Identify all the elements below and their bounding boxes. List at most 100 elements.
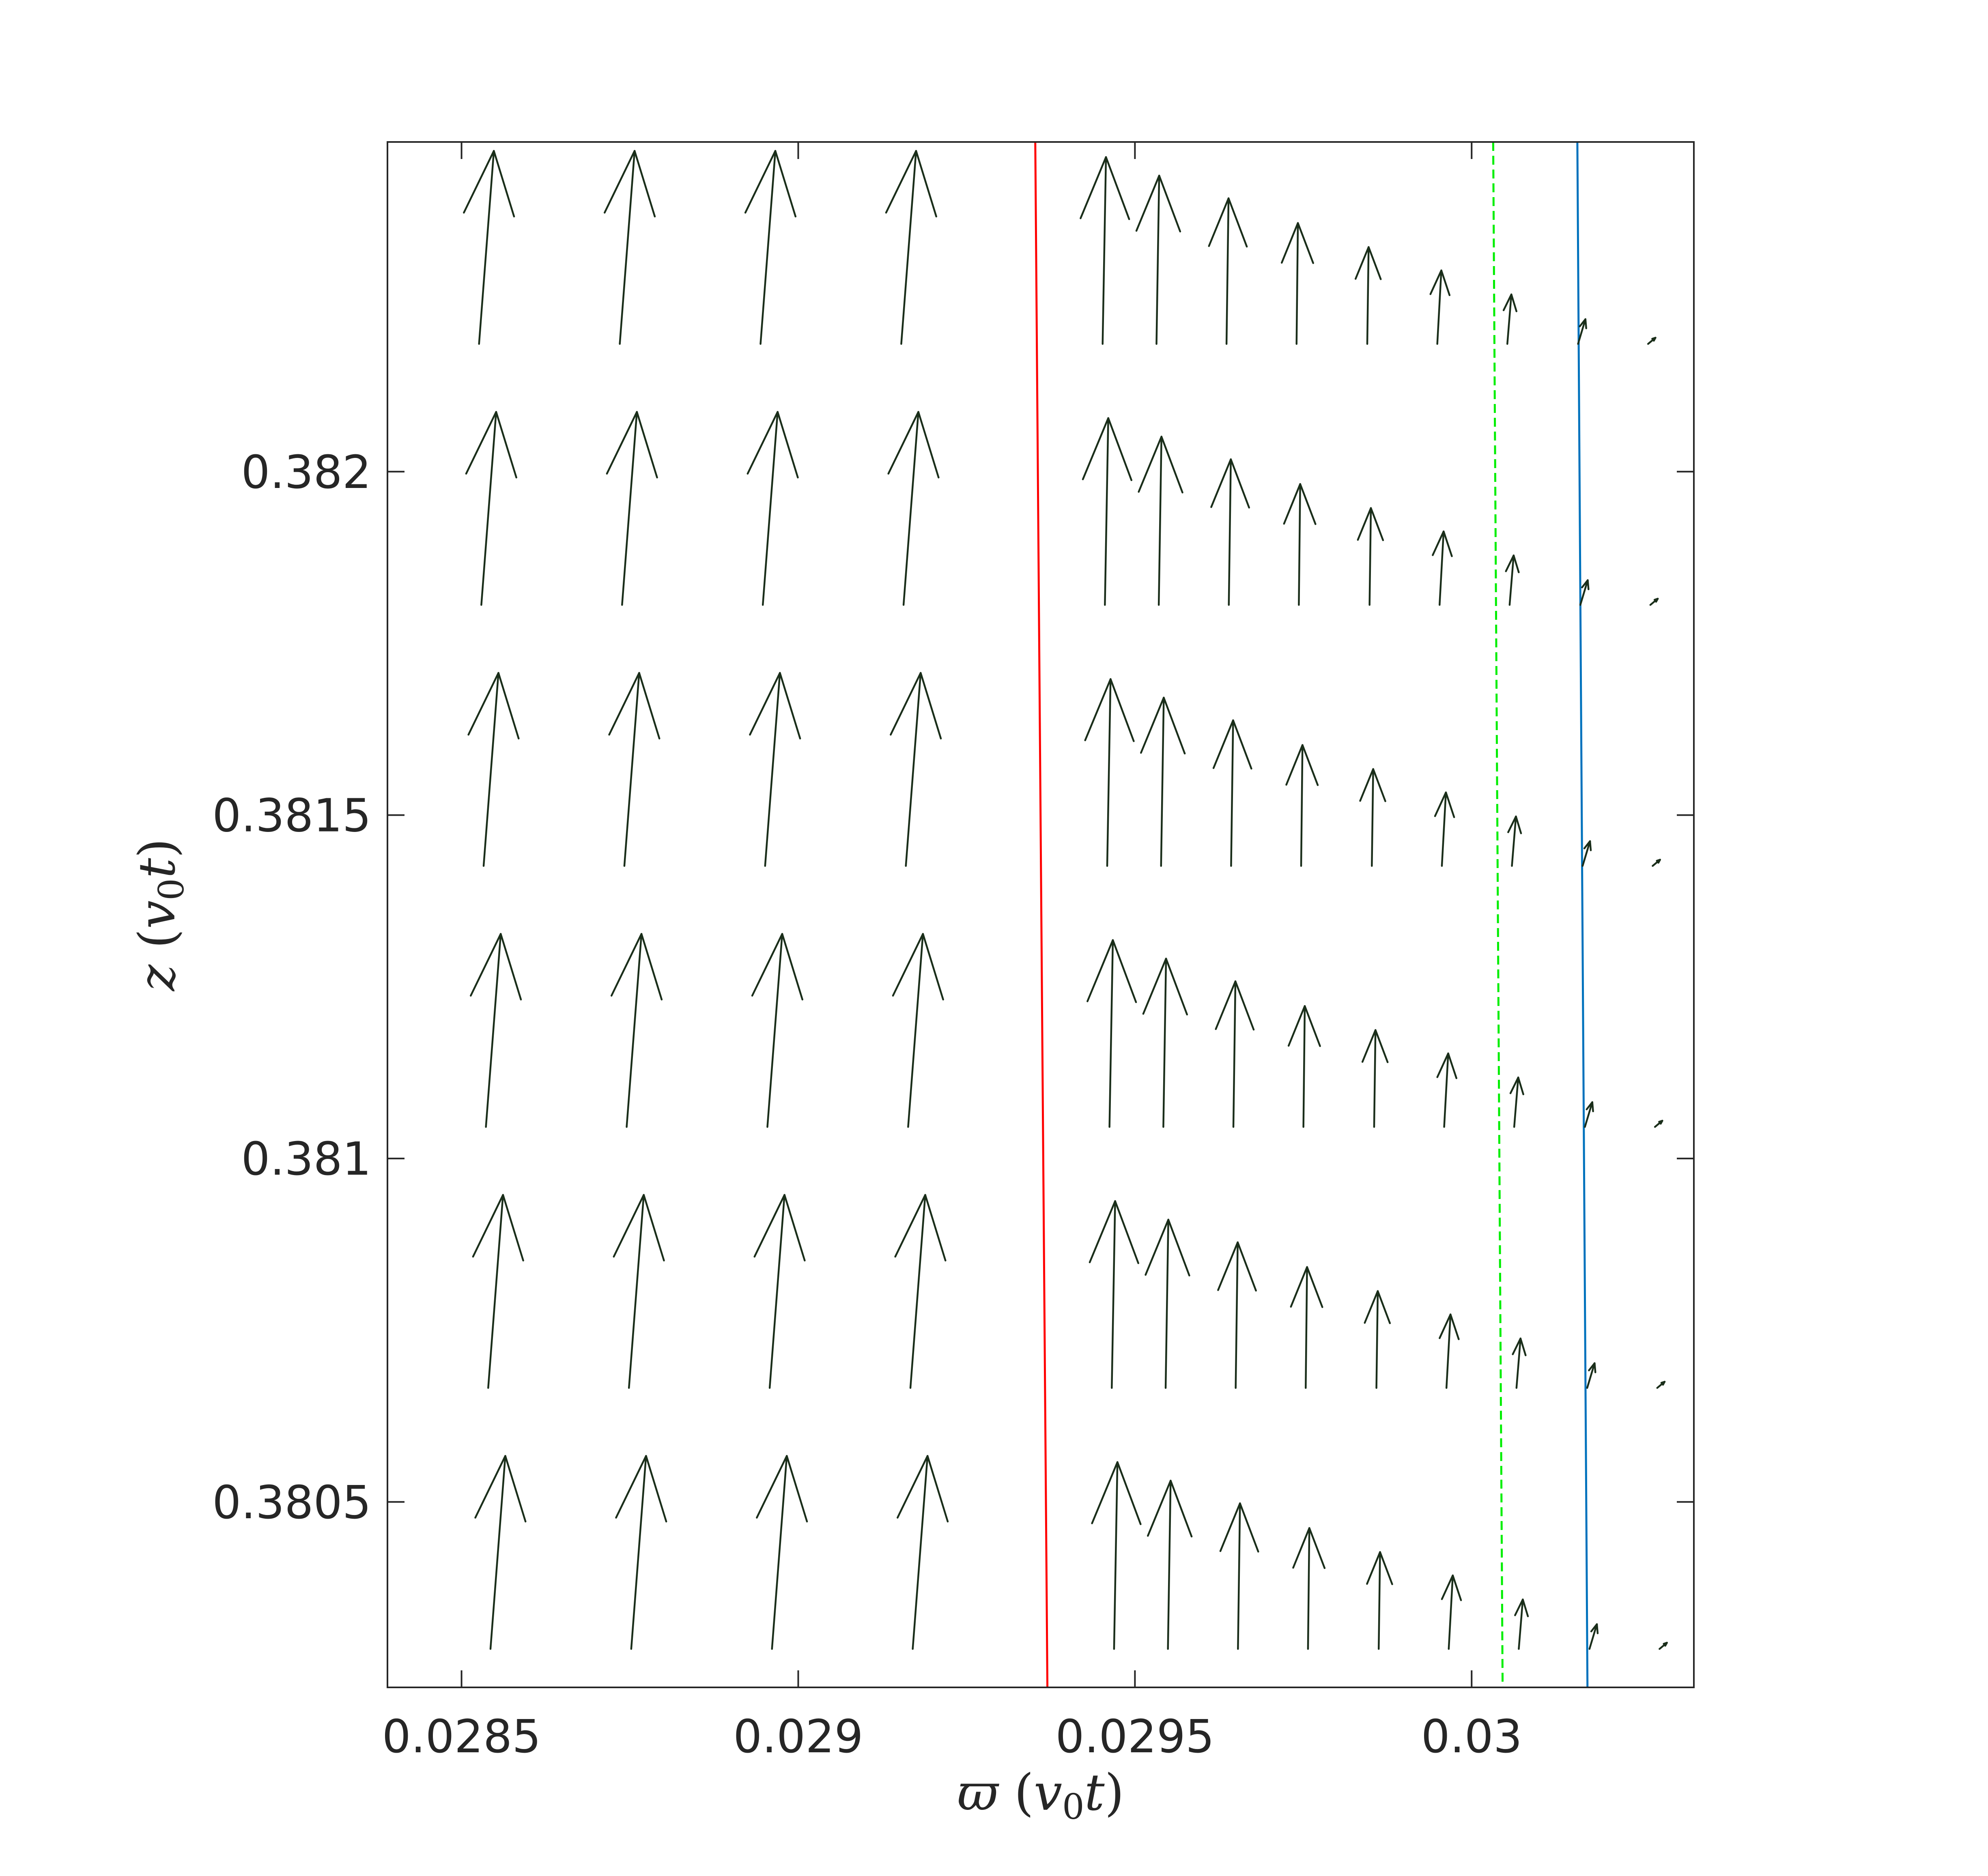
- arrow: [1647, 337, 1657, 345]
- arrow: [1652, 859, 1661, 867]
- arrow-head-left: [1232, 719, 1252, 770]
- arrow-head-left: [1165, 958, 1188, 1016]
- arrow-head-right: [1651, 337, 1657, 340]
- arrow: [1659, 1642, 1668, 1650]
- arrow-head-left: [1306, 1266, 1323, 1308]
- arrow-head-right: [1439, 1313, 1452, 1339]
- arrow-head-right: [1145, 1218, 1169, 1276]
- arrow: [1588, 1623, 1599, 1650]
- arrow-head-right: [1217, 1241, 1239, 1291]
- arrow-shaft: [1436, 269, 1442, 345]
- arrow-shaft: [1106, 678, 1112, 867]
- x-tick-label: 0.0285: [382, 1711, 541, 1763]
- arrow-shaft: [1508, 554, 1515, 606]
- arrow: [1283, 483, 1317, 606]
- arrow-head-left: [1304, 1005, 1321, 1047]
- arrow-shaft: [768, 1194, 785, 1389]
- arrow-head-left: [1160, 436, 1183, 494]
- arrow-shaft: [907, 933, 924, 1128]
- arrow-head-left: [783, 1194, 806, 1261]
- arrow-head-left: [1513, 554, 1520, 574]
- arrow-head-left: [786, 1455, 808, 1523]
- arrow-shaft: [1158, 436, 1163, 606]
- arrow-shaft: [1225, 197, 1230, 345]
- arrow-head-left: [1297, 222, 1314, 264]
- axis-ticks: 0.0285 0.029 0.0295 0.03 0.3805 0.381 0.3815 0.…: [212, 142, 1694, 1763]
- arrow: [1292, 1527, 1326, 1650]
- arrow-head-left: [1519, 1337, 1527, 1356]
- arrow-head-right: [1359, 768, 1374, 802]
- arrow-shaft: [1439, 530, 1445, 606]
- arrow: [1577, 318, 1587, 345]
- arrow: [885, 150, 937, 345]
- arrow-shaft: [1237, 1502, 1241, 1650]
- arrow-shaft: [1518, 1599, 1524, 1650]
- arrow-head-left: [497, 672, 520, 739]
- arrow: [1217, 1241, 1257, 1389]
- arrow-head-left: [1163, 696, 1186, 754]
- arrow-head-left: [504, 1455, 527, 1523]
- arrow-head-left: [1112, 939, 1137, 1003]
- arrow-head-right: [753, 1194, 785, 1258]
- arrow: [1502, 293, 1518, 345]
- arrow-shaft: [1104, 417, 1109, 606]
- arrow-head-left: [1302, 744, 1319, 786]
- arrow-head-right: [608, 672, 640, 736]
- arrow-head-right: [1512, 1337, 1522, 1355]
- arrow: [887, 411, 940, 606]
- arrow-head-left: [1596, 1623, 1599, 1634]
- arrow-head-left: [1379, 1551, 1393, 1585]
- arrow-shaft: [1586, 1362, 1596, 1389]
- arrow-head-left: [774, 150, 797, 218]
- arrow: [1366, 1551, 1393, 1650]
- arrow-head-right: [1432, 530, 1445, 556]
- arrow-head-left: [1449, 1313, 1460, 1340]
- arrow: [1654, 1120, 1663, 1128]
- arrow-shaft: [1375, 1290, 1379, 1389]
- arrow-shaft: [1368, 507, 1372, 606]
- arrow-shaft: [630, 1455, 647, 1650]
- arrow: [1439, 1313, 1460, 1389]
- arrow-shaft: [1448, 1574, 1454, 1650]
- x-axis-label: ϖ (v0t): [957, 1764, 1124, 1827]
- plot-frame: [387, 141, 1695, 1688]
- arrow-head-right: [465, 411, 497, 475]
- arrow-head-right: [1292, 1527, 1310, 1569]
- arrow-head-right: [1653, 597, 1659, 601]
- arrow-shaft: [1300, 744, 1304, 867]
- arrow-shaft: [759, 150, 777, 345]
- arrow-shaft: [1298, 483, 1301, 606]
- arrow: [1434, 791, 1455, 867]
- arrow-head-left: [638, 672, 661, 739]
- arrow: [1208, 197, 1248, 345]
- arrow-head-left: [1374, 1029, 1389, 1063]
- arrow-head-right: [1215, 980, 1237, 1030]
- arrow-head-right: [1283, 483, 1301, 525]
- arrow-shaft: [1373, 1029, 1377, 1128]
- arrow-shaft: [621, 411, 638, 606]
- arrow-head-right: [1140, 696, 1165, 754]
- arrow: [1140, 696, 1186, 867]
- arrow-head-left: [1442, 530, 1453, 557]
- arrow-shaft: [1371, 768, 1374, 867]
- arrow: [613, 1194, 665, 1389]
- arrow-shaft: [1445, 1313, 1452, 1389]
- x-tick-label: 0.029: [733, 1711, 863, 1763]
- arrow-shaft: [489, 1455, 506, 1650]
- arrow-head-right: [1142, 958, 1167, 1015]
- arrow-shaft: [1441, 791, 1447, 867]
- arrow: [1091, 1461, 1142, 1650]
- arrow-head-right: [1147, 1480, 1172, 1537]
- arrow-head-left: [499, 933, 522, 1001]
- y-tick-label: 0.382: [241, 446, 371, 499]
- arrow-head-right: [613, 1194, 645, 1258]
- arrow-head-right: [892, 933, 924, 997]
- arrow: [894, 1194, 947, 1389]
- arrow-shaft: [902, 411, 919, 606]
- arrow-head-left: [1308, 1527, 1326, 1569]
- arrow: [1138, 436, 1183, 606]
- arrow: [890, 672, 942, 867]
- arrow: [1359, 768, 1386, 867]
- arrow-head-right: [1586, 1101, 1593, 1111]
- arrow-head-right: [1280, 222, 1299, 264]
